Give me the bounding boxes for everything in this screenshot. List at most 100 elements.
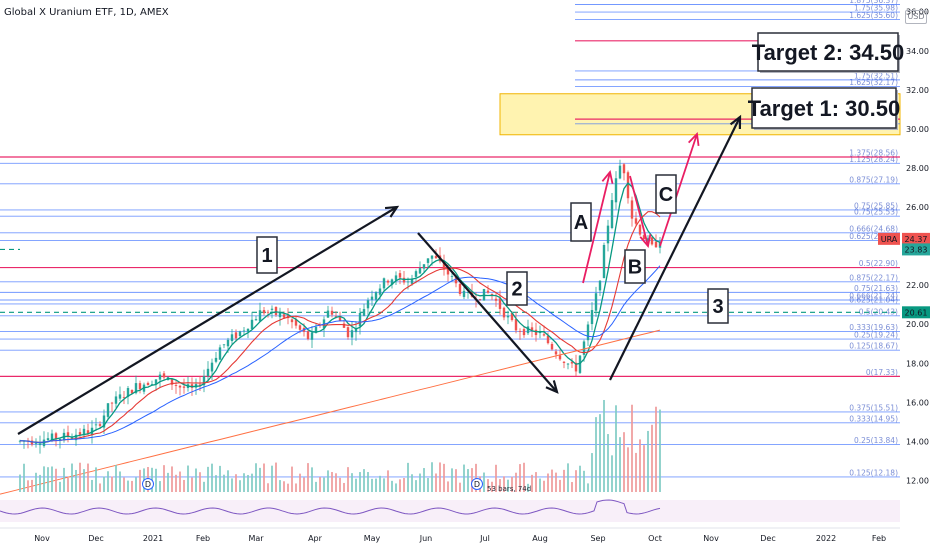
candle-body [163,373,165,377]
volume-bar [435,473,437,492]
fib-label: 0.375(15.51) [849,403,898,412]
fib-label: 0.5(22.90) [859,259,898,268]
volume-bar [35,473,37,492]
volume-bar [27,480,29,492]
fib-label: 0.666(24.68) [849,224,898,233]
y-tick-label: 32.00 [906,86,929,95]
volume-bar [531,475,533,492]
volume-bar [263,464,265,492]
volume-bar [635,453,637,492]
volume-bar [271,466,273,492]
volume-bar [283,481,285,492]
dividend-marker[interactable]: D [472,479,483,490]
x-tick-label: Nov [34,534,50,543]
dividend-marker[interactable]: D [143,479,154,490]
x-tick-label: Oct [648,534,662,543]
volume-bar [619,437,621,492]
volume-bar [235,474,237,492]
candle-body [559,355,561,359]
volume-bar [231,478,233,492]
volume-bar [71,464,73,492]
candle-body [619,166,621,179]
candle-body [207,369,209,376]
candle-body [159,375,161,380]
volume-bar [375,479,377,492]
dividend-marker-text: D [474,480,480,489]
candle-body [555,351,557,354]
volume-bar [367,472,369,492]
volume-bar [611,455,613,492]
candle-body [79,432,81,435]
volume-bar [251,474,253,492]
candle-body [435,256,437,258]
volume-bar [291,467,293,492]
volume-bar [335,473,337,492]
candle-body [179,386,181,388]
candle-body [383,278,385,288]
volume-bar [207,467,209,492]
volume-bar [443,464,445,492]
candle-body [635,218,637,223]
volume-bar [163,465,165,492]
volume-bar [191,478,193,492]
target-2-label: Target 2: 34.50 [752,33,904,73]
volume-bar [447,481,449,492]
volume-bar [83,469,85,492]
candle-body [371,297,373,300]
wave-2-label-text: 2 [511,279,522,301]
candle-body [347,327,349,337]
fib-label: 1.375(28.56) [849,149,898,158]
candle-body [427,258,429,263]
candle-body [603,245,605,278]
candle-body [379,289,381,295]
fib-label: 0.125(18.67) [849,342,898,351]
volume-bar [287,484,289,492]
candle-body [611,200,613,228]
candle-body [35,443,37,444]
candle-body [99,424,101,426]
x-tick-label: Dec [88,534,103,543]
wave-b-label: B [625,250,645,283]
volume-bar [327,470,329,492]
volume-bar [579,466,581,492]
fib-label: 0.75(25.85) [854,201,898,210]
candle-body [579,356,581,373]
volume-bar [87,464,89,492]
candle-body [363,309,365,316]
candle-body [419,268,421,273]
volume-bar [123,478,125,492]
last-price-tag-symbol: URA [881,235,898,244]
volume-bar [195,469,197,492]
x-tick-label: Apr [308,534,323,543]
volume-bar [43,466,45,492]
volume-bar [259,468,261,492]
candle-body [623,164,625,173]
volume-bar [59,482,61,492]
volume-bar [543,481,545,492]
candle-body [95,424,97,425]
volume-bar [575,470,577,492]
candle-body [399,273,401,277]
volume-bar [331,472,333,492]
candle-body [503,308,505,318]
volume-bar [467,469,469,492]
candle-body [507,316,509,318]
x-tick-label: Jun [419,534,433,543]
candle-body [591,310,593,324]
candle-body [223,344,225,345]
volume-bar [275,463,277,492]
y-tick-label: 12.00 [906,476,929,485]
candle-body [515,319,517,330]
volume-bar [175,475,177,492]
volume-bar [107,471,109,492]
volume-bar [547,474,549,492]
currency-badge[interactable]: USD [905,10,927,24]
candle-body [247,329,249,332]
volume-bar [23,464,25,492]
volume-bar [127,481,129,492]
volume-bar [299,474,301,492]
candle-body [227,340,229,346]
volume-bar [343,483,345,492]
